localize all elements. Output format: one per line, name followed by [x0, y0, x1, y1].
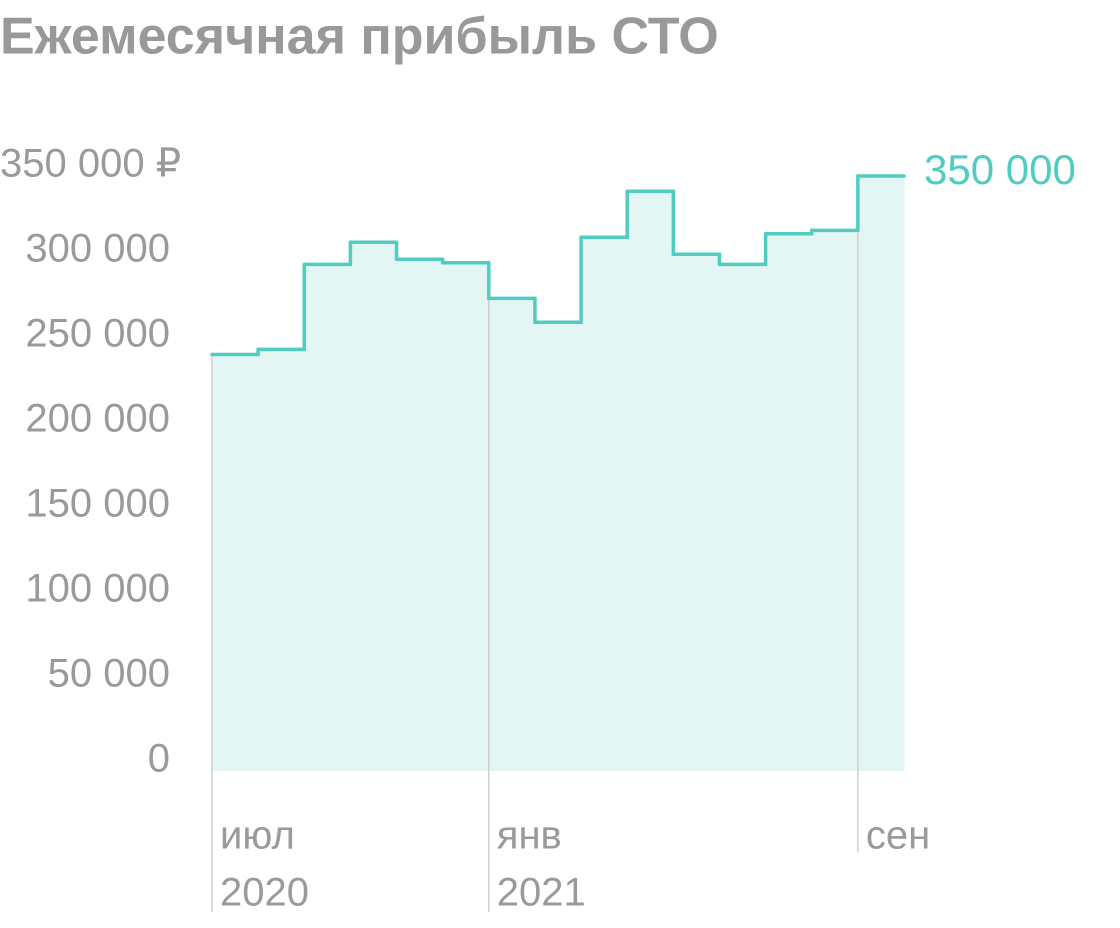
area-fill: [719, 264, 767, 771]
area-fill: [396, 259, 444, 771]
area-fill: [581, 237, 628, 771]
area-fill: [673, 254, 720, 771]
area-fill: [304, 264, 351, 771]
y-tick-label: 0: [148, 737, 170, 781]
area-fill: [811, 230, 859, 771]
area-fill: [857, 176, 905, 771]
area-fill: [212, 354, 259, 771]
x-tick-label: июл: [220, 814, 295, 858]
x-tick-label: янв: [497, 814, 562, 858]
y-tick-label: 100 000: [25, 567, 170, 611]
y-tick-label: 150 000: [25, 482, 170, 526]
x-tick-year: 2020: [220, 871, 309, 915]
y-tick-label: 50 000: [48, 652, 170, 696]
value-label: 350 000: [924, 146, 1076, 193]
area-fill: [627, 191, 674, 772]
y-tick-label: 200 000: [25, 397, 170, 441]
area-fill: [350, 242, 398, 772]
area-fill: [258, 349, 305, 771]
y-tick-label: 250 000: [25, 312, 170, 356]
area-fill: [442, 262, 490, 771]
area-fill: [534, 322, 582, 771]
x-tick-label: сен: [866, 814, 930, 858]
x-tick-year: 2021: [497, 871, 586, 915]
chart-title: Ежемесячная прибыль СТО: [0, 8, 719, 66]
y-tick-label: 300 000: [25, 227, 170, 271]
area-fill: [765, 233, 813, 772]
y-tick-label: 350 000 ₽: [0, 142, 181, 186]
area-fill: [488, 298, 536, 771]
